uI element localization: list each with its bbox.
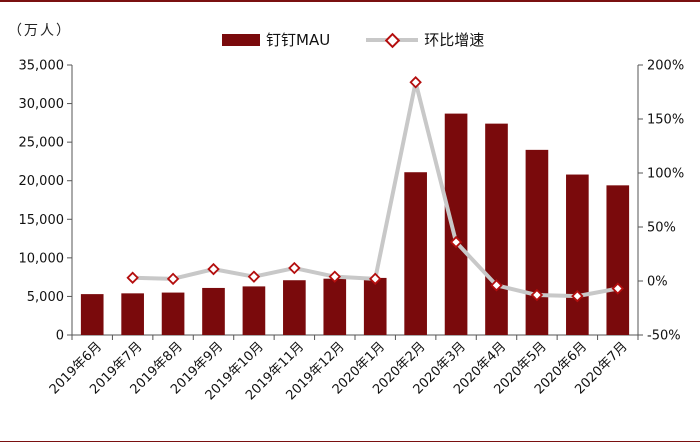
point-growth — [449, 235, 463, 249]
y-left-tick-label: 15,000 — [19, 213, 65, 228]
point-growth — [247, 270, 261, 283]
point-growth — [368, 272, 382, 286]
y-right-tick-label: 50% — [647, 221, 676, 236]
bar-mau — [485, 123, 508, 335]
legend-label-growth: 环比增速 — [424, 31, 485, 49]
bar-mau — [404, 172, 427, 335]
chart-legend: 钉钉MAU 环比增速 — [222, 29, 520, 50]
point-growth — [288, 261, 301, 275]
legend-label-mau: 钉钉MAU — [266, 31, 331, 49]
bar-mau — [161, 292, 185, 335]
bar-mau — [242, 286, 266, 335]
y-left-tick-label: 5,000 — [27, 290, 64, 305]
bar-mau — [283, 280, 306, 335]
bar-mau — [363, 277, 387, 335]
point-growth — [166, 272, 180, 286]
point-growth — [328, 270, 342, 283]
y-left-tick-label: 20,000 — [19, 174, 65, 189]
point-growth — [530, 288, 544, 302]
bar-mau — [323, 278, 347, 335]
point-growth — [207, 262, 220, 276]
y-right-tick-label: 0% — [647, 275, 668, 290]
point-growth — [409, 76, 422, 89]
y-right-tick-label: 200% — [647, 59, 684, 74]
y-left-tick-label: 35,000 — [19, 59, 65, 74]
legend-bar-swatch — [222, 33, 260, 46]
bar-mau — [606, 185, 630, 335]
y-left-tick-label: 25,000 — [19, 136, 65, 151]
bar-mau — [566, 174, 589, 335]
y-right-tick-label: 100% — [647, 167, 684, 182]
bar-mau — [525, 149, 549, 335]
bar-mau — [202, 287, 225, 335]
legend-line-swatch — [366, 32, 419, 48]
y-left-tick-label: 0 — [56, 329, 64, 344]
y-left-tick-label: 30,000 — [19, 97, 65, 112]
point-growth — [126, 271, 139, 284]
point-growth — [611, 282, 625, 295]
bar-mau — [121, 293, 144, 335]
point-growth — [571, 289, 584, 303]
bar-mau — [444, 113, 468, 335]
bar-mau — [80, 294, 104, 335]
y-right-tick-label: -50% — [647, 329, 681, 344]
legend-item-growth: 环比增速 — [366, 29, 484, 50]
y-axis-unit-label: （万人） — [8, 23, 72, 39]
point-growth — [490, 279, 503, 292]
legend-item-mau: 钉钉MAU — [222, 29, 330, 50]
y-right-tick-label: 150% — [647, 113, 684, 128]
y-left-tick-label: 10,000 — [19, 251, 65, 266]
